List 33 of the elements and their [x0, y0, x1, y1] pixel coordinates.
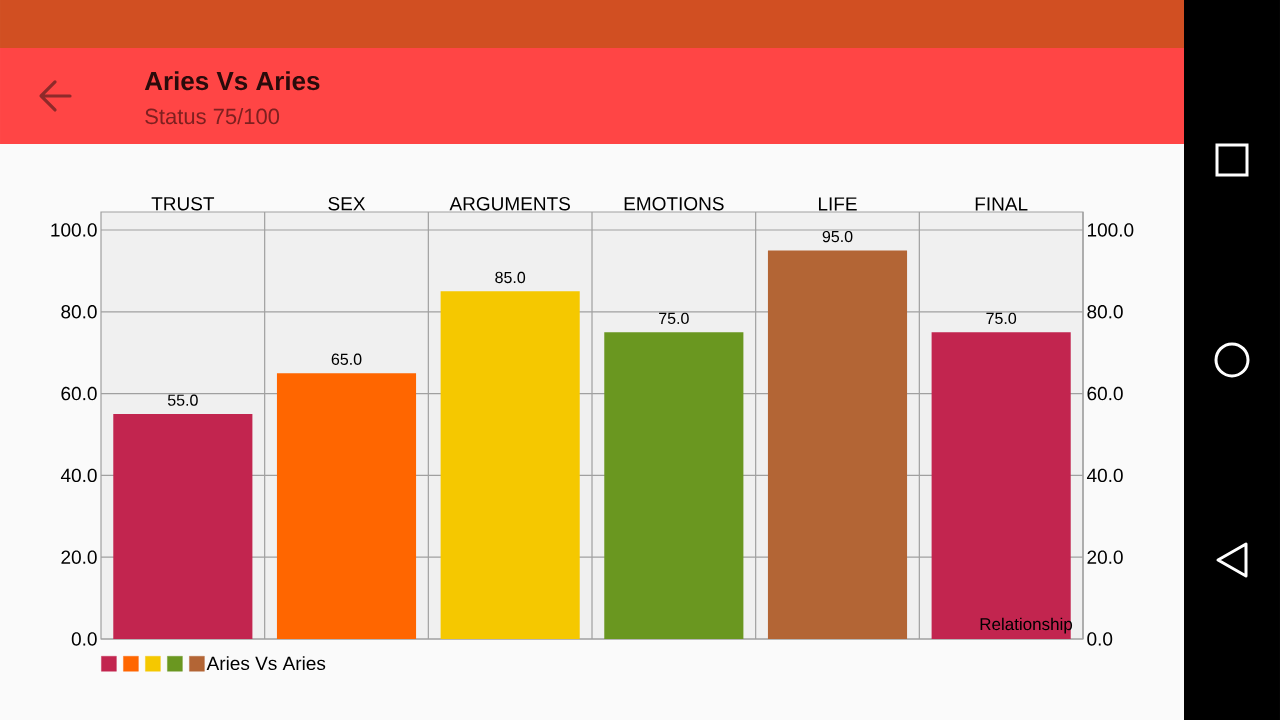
- data-label: 95.0: [822, 230, 853, 243]
- y2-tick-label: 20.0: [1087, 550, 1123, 564]
- chart-title: Aries Vs Aries: [144, 71, 320, 91]
- data-label: 75.0: [659, 312, 689, 325]
- y2-tick-label: 60.0: [1087, 386, 1123, 401]
- bar: [276, 373, 417, 639]
- y-tick-label: 60.0: [61, 386, 97, 401]
- bar: [604, 332, 744, 639]
- bar: [113, 414, 253, 639]
- chart-subtitle: Status 75/100: [145, 108, 280, 125]
- x-tick-label: EMOTIONS: [624, 197, 724, 211]
- y2-tick-label: 0.0: [1087, 632, 1113, 646]
- x-tick-label: LIFE: [818, 197, 857, 211]
- x-tick-label: SEX: [328, 197, 366, 211]
- x-tick-label: TRUST: [151, 197, 215, 211]
- y-tick-label: 20.0: [61, 550, 97, 564]
- legend-label: Aries Vs Aries: [206, 656, 326, 671]
- bar: [440, 291, 580, 639]
- y-tick-label: 100.0: [51, 223, 97, 237]
- data-label: 75.0: [986, 312, 1017, 325]
- data-label: 85.0: [495, 271, 526, 284]
- x-tick-label: FINAL: [975, 197, 1028, 211]
- bar: [931, 332, 1071, 639]
- y-tick-label: 0.0: [71, 632, 97, 646]
- bar: [767, 250, 908, 639]
- y2-tick-label: 80.0: [1087, 305, 1123, 319]
- y2-tick-label: 100.0: [1087, 223, 1134, 237]
- x-tick-label: ARGUMENTS: [449, 197, 570, 211]
- y-tick-label: 40.0: [60, 468, 97, 483]
- y2-tick-label: 40.0: [1086, 468, 1123, 483]
- data-label: 65.0: [331, 353, 362, 365]
- data-label: 55.0: [167, 394, 198, 406]
- y-tick-label: 80.0: [61, 305, 97, 319]
